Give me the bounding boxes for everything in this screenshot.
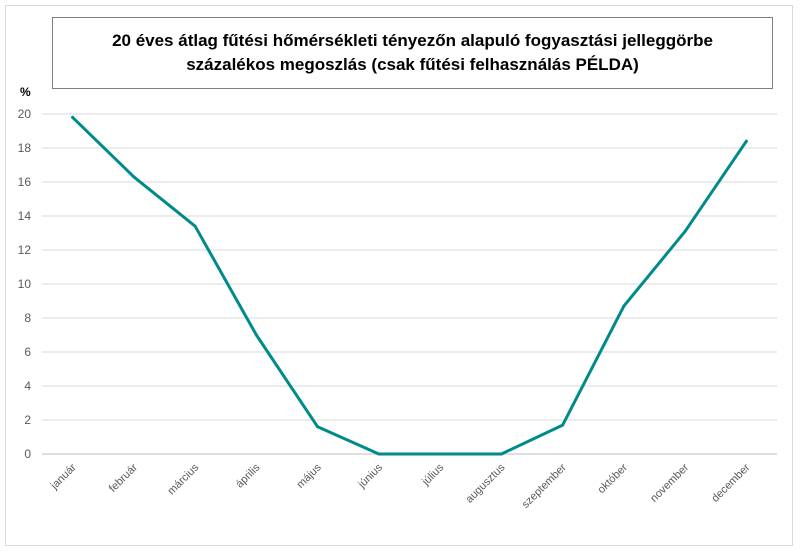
x-tick-label: április: [234, 461, 263, 490]
y-tick-label: 8: [24, 311, 31, 325]
y-tick-label: 2: [24, 413, 31, 427]
y-tick-label: 14: [18, 209, 32, 223]
gridlines: [42, 113, 777, 455]
x-tick-label: szeptember: [520, 461, 569, 510]
x-tick-label: december: [709, 461, 752, 504]
data-point: [561, 423, 565, 427]
y-tick-label: 20: [18, 107, 32, 121]
x-tick-label: július: [419, 461, 446, 488]
series-lines: [71, 115, 748, 456]
chart-title: 20 éves átlag fűtési hőmérsékleti tényez…: [112, 31, 713, 74]
x-tick-label: június: [355, 461, 385, 491]
data-point: [744, 139, 748, 143]
data-point: [438, 452, 442, 456]
y-axis-unit-label: %: [20, 85, 31, 99]
y-tick-label: 18: [18, 141, 32, 155]
y-tick-label: 12: [18, 243, 32, 257]
data-point: [254, 333, 258, 337]
data-point: [622, 304, 626, 308]
series-line: [71, 115, 748, 456]
y-tick-label: 16: [18, 175, 32, 189]
y-tick-labels: 0 2 4 6 8 10 12 14 16 18 20: [18, 107, 32, 461]
x-tick-label: augusztus: [464, 461, 508, 505]
data-point: [132, 175, 136, 179]
y-tick-label: 4: [24, 379, 31, 393]
y-tick-label: 0: [24, 447, 31, 461]
data-point: [316, 425, 320, 429]
y-tick-label: 10: [18, 277, 32, 291]
x-tick-label: október: [596, 461, 631, 496]
x-tick-label: január: [48, 461, 79, 492]
data-point: [499, 452, 503, 456]
x-tick-label: március: [166, 461, 202, 497]
x-tick-label: november: [648, 461, 691, 504]
y-tick-label: 6: [24, 345, 31, 359]
chart-frame: [5, 5, 793, 546]
x-tick-labels: január február március április május június jú…: [48, 461, 753, 510]
x-tick-label: február: [107, 461, 140, 494]
data-point: [683, 229, 687, 233]
chart-title-box: 20 éves átlag fűtési hőmérsékleti tényez…: [52, 17, 773, 89]
data-point: [193, 224, 197, 228]
x-tick-label: május: [295, 461, 325, 491]
data-point: [71, 115, 75, 119]
data-point: [377, 452, 381, 456]
